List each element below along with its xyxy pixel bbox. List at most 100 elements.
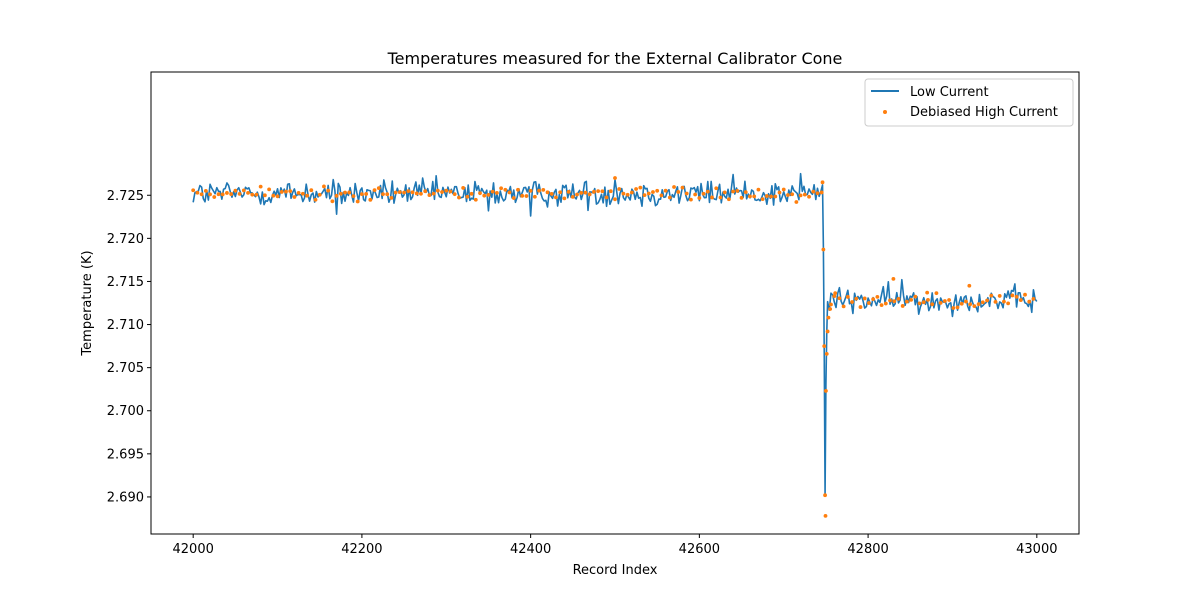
debiased-high-current-point xyxy=(993,299,998,304)
debiased-high-current-point xyxy=(773,194,778,199)
debiased-high-current-point xyxy=(917,301,922,306)
debiased-high-current-point xyxy=(410,190,415,195)
debiased-high-current-point xyxy=(490,189,495,194)
debiased-high-current-point xyxy=(402,190,406,195)
legend-label-low-current: Low Current xyxy=(910,85,989,100)
debiased-high-current-point xyxy=(528,188,533,193)
debiased-high-current-point xyxy=(825,329,830,334)
debiased-high-current-point xyxy=(837,296,842,301)
debiased-high-current-point xyxy=(1014,294,1019,299)
debiased-high-current-point xyxy=(1002,299,1006,304)
debiased-high-current-point xyxy=(604,195,609,200)
debiased-high-current-point xyxy=(964,299,968,304)
debiased-high-current-point xyxy=(524,194,529,198)
debiased-high-current-point xyxy=(368,197,373,202)
debiased-high-current-point xyxy=(554,195,558,200)
debiased-high-current-point xyxy=(722,190,727,195)
debiased-high-current-point xyxy=(596,189,601,194)
debiased-high-current-point xyxy=(499,186,504,191)
debiased-high-current-point xyxy=(947,298,951,302)
debiased-high-current-point xyxy=(343,190,347,195)
debiased-high-current-point xyxy=(967,283,972,288)
x-tick-label: 42000 xyxy=(173,542,214,557)
debiased-high-current-point xyxy=(452,192,457,197)
debiased-high-current-point xyxy=(829,302,833,307)
debiased-high-current-point xyxy=(562,196,567,201)
debiased-high-current-point xyxy=(566,189,571,194)
debiased-high-current-point xyxy=(867,301,871,305)
debiased-high-current-point xyxy=(511,196,516,200)
debiased-high-current-point xyxy=(372,188,377,192)
debiased-high-current-point xyxy=(794,200,799,204)
debiased-high-current-point xyxy=(258,184,263,189)
debiased-high-current-point xyxy=(292,195,297,199)
x-tick-label: 43000 xyxy=(1016,542,1057,557)
debiased-high-current-point xyxy=(473,197,478,202)
debiased-high-current-point xyxy=(355,199,360,204)
debiased-high-current-point xyxy=(756,187,761,192)
debiased-high-current-point xyxy=(364,192,369,196)
y-tick-label: 2.700 xyxy=(107,404,144,419)
debiased-high-current-point xyxy=(1023,292,1027,297)
debiased-high-current-point xyxy=(790,192,795,197)
debiased-high-current-point xyxy=(925,290,930,295)
debiased-high-current-point xyxy=(972,304,977,309)
debiased-high-current-point xyxy=(955,305,960,310)
debiased-high-current-point xyxy=(828,307,833,311)
debiased-high-current-point xyxy=(423,189,428,194)
debiased-high-current-point xyxy=(701,191,706,196)
debiased-high-current-point xyxy=(1010,293,1015,298)
debiased-high-current-point xyxy=(360,192,364,197)
debiased-high-current-point xyxy=(976,302,981,307)
y-tick-label: 2.695 xyxy=(107,447,144,462)
debiased-high-current-point xyxy=(821,247,826,252)
debiased-high-current-point xyxy=(845,295,850,299)
debiased-high-current-point xyxy=(769,194,773,199)
debiased-high-current-point xyxy=(942,299,947,303)
debiased-high-current-point xyxy=(625,192,630,197)
debiased-high-current-point xyxy=(313,197,318,202)
debiased-high-current-point xyxy=(926,297,930,302)
debiased-high-current-point xyxy=(921,300,926,305)
debiased-high-current-point xyxy=(461,186,466,190)
debiased-high-current-point xyxy=(545,190,550,195)
debiased-high-current-point xyxy=(824,351,829,356)
debiased-high-current-point xyxy=(663,188,668,193)
debiased-high-current-point xyxy=(651,190,655,194)
debiased-high-current-point xyxy=(613,197,617,202)
debiased-high-current-point xyxy=(841,304,846,309)
y-tick-label: 2.715 xyxy=(107,275,144,290)
debiased-high-current-point xyxy=(1031,296,1036,301)
debiased-high-current-point xyxy=(195,190,200,195)
debiased-high-current-point xyxy=(558,190,563,195)
debiased-high-current-point xyxy=(684,191,689,196)
legend-swatch-debiased-high-current xyxy=(883,110,887,114)
debiased-high-current-point xyxy=(250,192,255,197)
debiased-high-current-point xyxy=(862,296,867,301)
debiased-high-current-point xyxy=(271,193,276,198)
debiased-high-current-point xyxy=(781,187,786,192)
debiased-high-current-point xyxy=(203,189,208,193)
debiased-high-current-point xyxy=(486,192,491,197)
debiased-high-current-point xyxy=(338,191,343,196)
y-tick-label: 2.705 xyxy=(107,361,144,376)
debiased-high-current-point xyxy=(989,293,994,298)
debiased-high-current-point xyxy=(208,192,212,197)
debiased-high-current-point xyxy=(802,192,807,197)
debiased-high-current-point xyxy=(220,192,225,197)
debiased-high-current-point xyxy=(777,190,782,195)
debiased-high-current-point xyxy=(494,191,499,195)
debiased-high-current-point xyxy=(583,190,588,195)
debiased-high-current-point xyxy=(896,296,901,301)
legend-label-debiased-high-current: Debiased High Current xyxy=(910,105,1058,120)
debiased-high-current-point xyxy=(427,193,432,198)
debiased-high-current-point xyxy=(826,315,831,320)
debiased-high-current-point xyxy=(680,185,685,190)
debiased-high-current-point xyxy=(697,196,702,200)
y-tick-label: 2.720 xyxy=(107,232,144,247)
y-tick-label: 2.710 xyxy=(107,318,144,333)
debiased-high-current-point xyxy=(267,187,272,192)
debiased-high-current-point xyxy=(233,188,238,193)
chart-title: Temperatures measured for the External C… xyxy=(387,49,843,68)
debiased-high-current-point xyxy=(672,185,676,189)
